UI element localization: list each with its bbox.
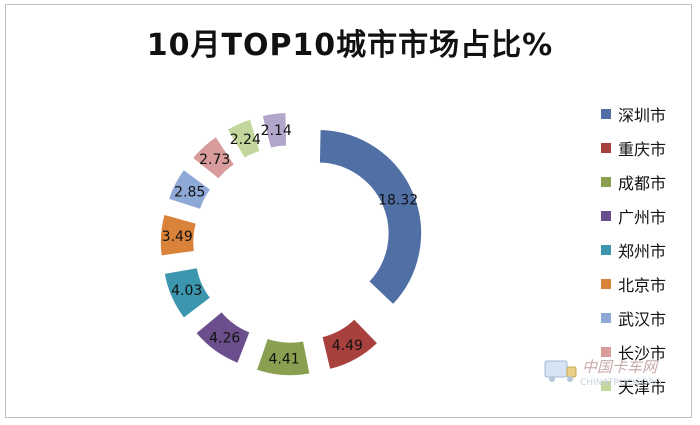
legend-item-4: 广州市 [601,199,666,233]
legend-swatch [601,109,611,119]
truck-logo-icon [544,360,577,382]
slice-9 [225,117,262,160]
data-label-6: 3.49 [162,229,193,245]
slice-8 [191,135,236,181]
data-label-10: 2.14 [261,123,292,139]
legend-item-6: 北京市 [601,267,666,301]
legend-label: 广州市 [618,208,667,227]
legend-label: 天津市 [618,378,667,397]
legend-label: 深圳市 [618,106,667,125]
legend-swatch [601,211,611,221]
slice-10 [260,111,288,150]
data-label-9: 2.24 [230,132,261,148]
slice-7 [167,168,212,211]
slice-4 [194,310,252,365]
legend-item-1: 深圳市 [601,97,666,131]
legend-swatch [601,313,611,323]
legend-item-5: 郑州市 [601,233,666,267]
legend-label: 郑州市 [618,242,667,261]
chart-title: 10月TOP10城市市场占比% [146,28,554,63]
legend-swatch [601,347,611,357]
legend-label: 北京市 [618,276,667,295]
legend-swatch [601,381,611,391]
legend-label: 武汉市 [618,310,667,329]
legend-swatch [601,177,611,187]
legend-item-3: 成都市 [601,165,666,199]
legend-label: 重庆市 [618,140,667,159]
legend-label: 长沙市 [618,344,667,363]
data-label-8: 2.73 [199,152,230,168]
legend-item-9: 天津市 [601,369,666,403]
legend-label: 成都市 [618,174,667,193]
legend-swatch [601,245,611,255]
data-label-2: 4.49 [332,338,363,354]
slice-3 [255,337,312,377]
legend-swatch [601,143,611,153]
data-label-3: 4.41 [269,352,300,368]
watermark-text: 中国卡车网 [582,358,659,376]
legend-item-7: 武汉市 [601,301,666,335]
data-label-5: 4.03 [171,283,202,299]
legend-item-2: 重庆市 [601,131,666,165]
data-label-7: 2.85 [174,184,205,200]
slice-2 [320,317,380,371]
data-label-1: 18.32 [378,193,418,209]
legend-item-8: 长沙市 [601,335,666,369]
watermark-subtext: CHINATRUCK.ORG [580,378,662,388]
slice-1 [318,128,423,307]
slice-5 [163,266,212,320]
slice-6 [159,213,198,258]
legend-swatch [601,279,611,289]
data-label-4: 4.26 [209,330,240,346]
watermark-logo: 中国卡车网 CHINATRUCK.ORG [544,358,662,388]
chart-legend: 深圳市重庆市成都市广州市郑州市北京市武汉市长沙市天津市 [601,97,666,403]
